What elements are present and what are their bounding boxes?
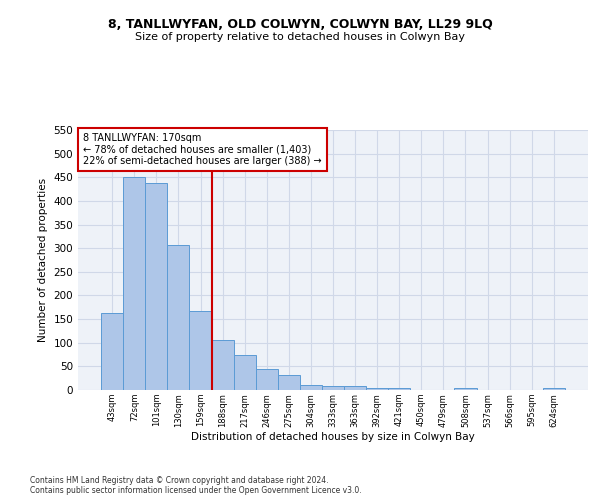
- Bar: [256, 369, 278, 390]
- Text: 8, TANLLWYFAN, OLD COLWYN, COLWYN BAY, LL29 9LQ: 8, TANLLWYFAN, OLD COLWYN, COLWYN BAY, L…: [107, 18, 493, 30]
- Bar: [322, 386, 344, 390]
- Bar: [212, 340, 233, 390]
- Y-axis label: Number of detached properties: Number of detached properties: [38, 178, 48, 342]
- Bar: [388, 388, 410, 390]
- Text: 8 TANLLWYFAN: 170sqm
← 78% of detached houses are smaller (1,403)
22% of semi-de: 8 TANLLWYFAN: 170sqm ← 78% of detached h…: [83, 132, 322, 166]
- Bar: [543, 388, 565, 390]
- Bar: [145, 183, 167, 390]
- Bar: [366, 388, 388, 390]
- Bar: [123, 178, 145, 390]
- Bar: [101, 313, 123, 390]
- Text: Contains HM Land Registry data © Crown copyright and database right 2024.
Contai: Contains HM Land Registry data © Crown c…: [30, 476, 362, 495]
- Bar: [278, 375, 300, 390]
- Bar: [190, 310, 212, 390]
- Bar: [344, 386, 366, 390]
- Bar: [300, 386, 322, 390]
- Bar: [167, 245, 190, 390]
- Bar: [233, 355, 256, 390]
- Bar: [454, 388, 476, 390]
- Text: Size of property relative to detached houses in Colwyn Bay: Size of property relative to detached ho…: [135, 32, 465, 42]
- X-axis label: Distribution of detached houses by size in Colwyn Bay: Distribution of detached houses by size …: [191, 432, 475, 442]
